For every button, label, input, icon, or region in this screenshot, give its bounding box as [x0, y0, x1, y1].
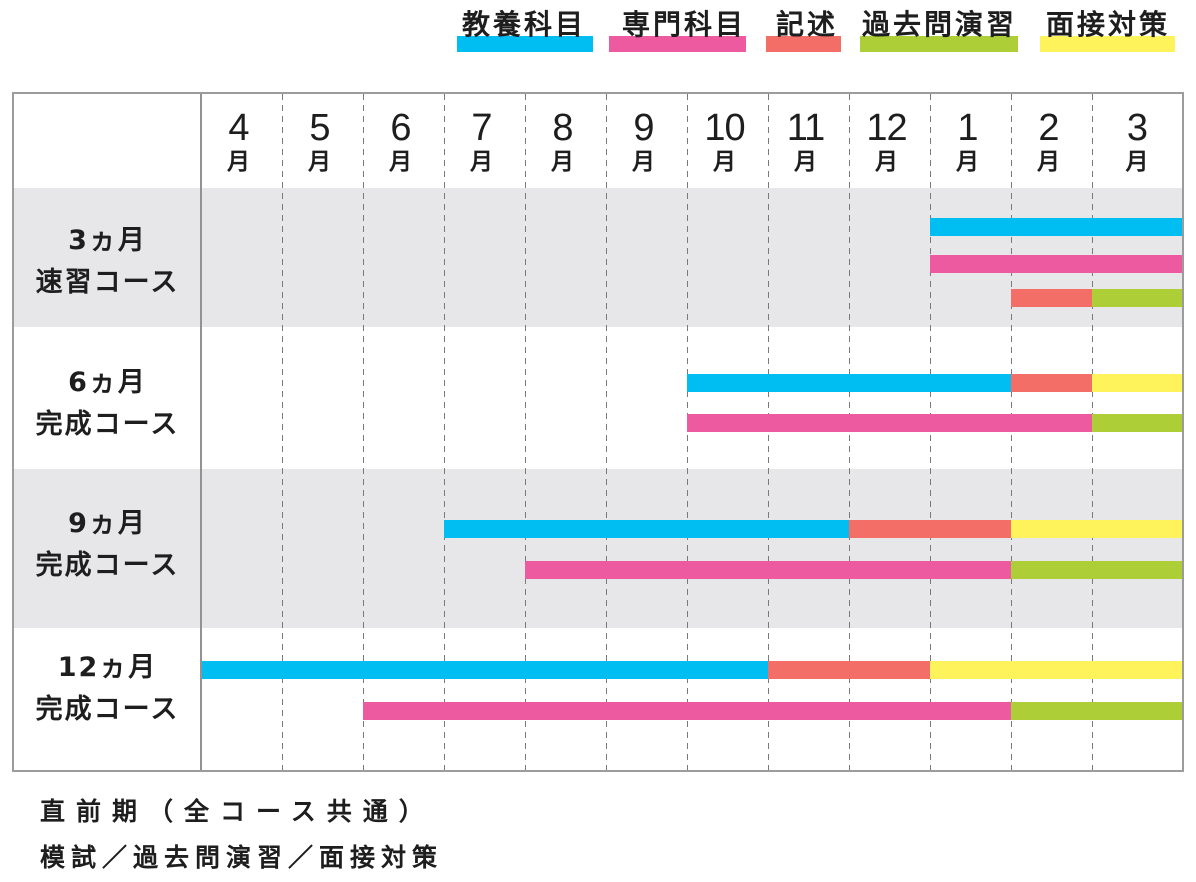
course-4-bar-past-exam-practice-2	[1011, 702, 1182, 720]
month-unit: 月	[1125, 149, 1149, 175]
legend-label: 記述	[776, 8, 839, 41]
course-row-background	[14, 628, 1182, 770]
course-label-12-months: 12ヵ月 完成コース	[12, 647, 201, 731]
month-gridline	[768, 94, 769, 770]
month-unit: 月	[308, 149, 331, 175]
month-number: 4	[228, 107, 249, 149]
course-label-9-months: 9ヵ月 完成コース	[12, 503, 201, 587]
month-gridline	[444, 94, 445, 770]
month-gridline	[1092, 94, 1093, 770]
month-unit: 月	[632, 149, 655, 175]
course-3-bar-interview-prep-3	[1011, 520, 1182, 538]
chart-frame	[12, 92, 1184, 772]
month-number: 2	[1038, 107, 1059, 149]
month-unit: 月	[551, 149, 574, 175]
course-1-bar-specialized-subjects-1	[930, 255, 1182, 273]
course-3-bar-specialized-subjects-1	[525, 561, 1011, 579]
course-label-6-months: 6ヵ月 完成コース	[12, 362, 201, 446]
legend-label: 面接対策	[1046, 8, 1171, 41]
course-4-bar-general-subjects-1	[202, 661, 768, 679]
course-4-bar-specialized-subjects-1	[363, 702, 1011, 720]
course-label-3-months: 3ヵ月 速習コース	[12, 220, 201, 304]
month-number: 6	[390, 107, 411, 149]
course-duration: 6ヵ月	[68, 367, 147, 398]
month-number: 7	[471, 107, 492, 149]
month-gridline	[606, 94, 607, 770]
legend-label: 過去問演習	[862, 8, 1018, 41]
month-gridline	[1011, 94, 1012, 770]
month-number: 11	[786, 107, 825, 149]
month-number: 1	[957, 107, 978, 149]
course-name: 完成コース	[35, 694, 180, 725]
month-number: 5	[309, 107, 330, 149]
course-3-bar-past-exam-practice-2	[1011, 561, 1182, 579]
month-number: 9	[633, 107, 654, 149]
month-number: 12	[866, 107, 907, 149]
course-duration: 12ヵ月	[57, 652, 158, 683]
course-1-bar-past-exam-practice-2	[1092, 289, 1182, 307]
month-gridline	[282, 94, 283, 770]
month-tick-label: 12 月	[849, 92, 930, 188]
month-number: 3	[1126, 107, 1148, 149]
course-3-bar-written-2	[849, 520, 1011, 538]
course-2-bar-general-subjects-1	[687, 374, 1011, 392]
course-2-bar-specialized-subjects-1	[687, 414, 1092, 432]
month-unit: 月	[1037, 149, 1060, 175]
course-row-background	[14, 327, 1182, 469]
month-unit: 月	[794, 149, 817, 175]
legend-swatch	[457, 36, 593, 52]
month-gridline	[525, 94, 526, 770]
month-gridline	[687, 94, 688, 770]
month-gridline	[849, 94, 850, 770]
legend-swatch	[766, 36, 841, 52]
legend-label: 専門科目	[622, 8, 747, 41]
course-1-bar-written-1	[1011, 289, 1092, 307]
course-name: 速習コース	[35, 267, 180, 298]
month-number: 8	[552, 107, 573, 149]
course-2-bar-written-2	[1011, 374, 1092, 392]
course-1-bar-general-subjects-1	[930, 218, 1182, 236]
course-name: 完成コース	[35, 550, 180, 581]
month-number: 10	[704, 107, 745, 149]
course-2-bar-interview-prep-3	[1092, 374, 1182, 392]
legend-swatch	[860, 36, 1018, 52]
course-4-bar-written-2	[768, 661, 930, 679]
month-unit: 月	[227, 149, 250, 175]
note-heading: 直前期（全コース共通）	[40, 797, 435, 826]
month-unit: 月	[713, 149, 736, 175]
label-column-divider	[200, 92, 202, 772]
course-name: 完成コース	[35, 409, 180, 440]
month-unit: 月	[470, 149, 493, 175]
legend-swatch	[1040, 36, 1175, 52]
note-text: 模試／過去問演習／面接対策	[40, 843, 444, 872]
legend-label: 教養科目	[462, 8, 587, 41]
month-tick-label: 11 月	[768, 92, 849, 188]
legend-swatch	[609, 36, 746, 52]
course-2-bar-past-exam-practice-2	[1092, 414, 1182, 432]
course-3-bar-general-subjects-1	[444, 520, 849, 538]
course-duration: 3ヵ月	[68, 225, 147, 256]
month-gridline	[930, 94, 931, 770]
month-unit: 月	[956, 149, 979, 175]
month-unit: 月	[389, 149, 412, 175]
month-gridline	[363, 94, 364, 770]
course-duration: 9ヵ月	[68, 508, 147, 539]
month-unit: 月	[875, 149, 898, 175]
month-tick-label: 10 月	[687, 92, 768, 188]
course-row-background	[14, 469, 1182, 628]
course-4-bar-interview-prep-3	[930, 661, 1182, 679]
